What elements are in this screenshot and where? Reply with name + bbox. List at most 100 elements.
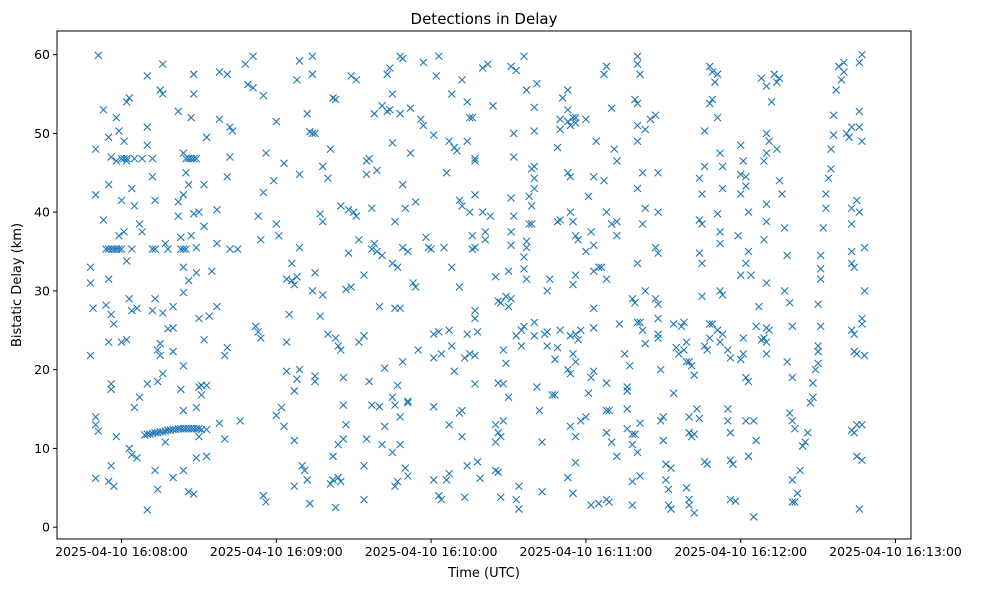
data-point bbox=[762, 217, 771, 226]
data-point bbox=[151, 294, 159, 303]
data-point bbox=[847, 123, 856, 131]
data-point bbox=[120, 137, 128, 146]
data-point bbox=[471, 157, 479, 165]
data-point bbox=[654, 330, 663, 339]
data-point bbox=[200, 222, 208, 231]
data-point bbox=[331, 95, 340, 104]
data-point bbox=[213, 239, 221, 248]
data-point bbox=[656, 365, 665, 374]
data-point bbox=[471, 306, 479, 315]
data-point bbox=[517, 326, 526, 335]
data-point bbox=[646, 115, 655, 124]
data-point bbox=[522, 237, 531, 246]
data-point bbox=[716, 338, 724, 346]
data-point bbox=[202, 425, 211, 434]
data-point bbox=[192, 243, 201, 252]
data-point bbox=[391, 401, 399, 409]
data-point bbox=[169, 302, 177, 311]
data-point bbox=[143, 72, 152, 80]
data-point bbox=[612, 157, 621, 165]
data-point bbox=[615, 320, 624, 328]
data-point bbox=[334, 473, 343, 482]
data-point bbox=[305, 499, 314, 508]
data-point bbox=[285, 310, 294, 319]
x-tick-label: 2025-04-10 16:10:00 bbox=[365, 544, 498, 559]
data-point bbox=[522, 243, 531, 252]
data-point bbox=[705, 320, 714, 328]
data-point bbox=[280, 422, 288, 431]
data-point bbox=[473, 457, 482, 466]
data-point bbox=[685, 413, 694, 421]
data-point bbox=[628, 440, 637, 449]
data-point bbox=[566, 121, 575, 130]
data-point bbox=[169, 347, 177, 356]
data-point bbox=[726, 456, 735, 465]
data-point bbox=[127, 306, 136, 315]
data-point bbox=[187, 113, 196, 122]
data-point bbox=[597, 263, 606, 272]
data-point bbox=[520, 253, 528, 261]
data-point bbox=[569, 217, 577, 226]
data-point bbox=[563, 168, 572, 177]
data-point bbox=[584, 389, 593, 398]
data-point bbox=[592, 137, 601, 146]
data-point bbox=[179, 361, 188, 370]
data-point bbox=[143, 505, 152, 514]
data-point bbox=[249, 83, 257, 92]
data-point bbox=[612, 231, 621, 240]
data-point bbox=[148, 154, 157, 163]
data-point bbox=[677, 322, 686, 331]
chart-title: Detections in Delay bbox=[411, 10, 558, 28]
data-point bbox=[788, 322, 797, 331]
data-point bbox=[362, 435, 371, 443]
data-point bbox=[762, 149, 771, 157]
data-point bbox=[256, 235, 265, 244]
data-point bbox=[416, 115, 425, 124]
data-point bbox=[112, 432, 121, 441]
data-point bbox=[213, 302, 221, 311]
data-point bbox=[509, 212, 518, 220]
data-point bbox=[295, 243, 304, 252]
data-point bbox=[499, 379, 508, 388]
data-point bbox=[311, 268, 319, 277]
data-point bbox=[589, 172, 598, 181]
data-point bbox=[496, 298, 505, 307]
data-point bbox=[471, 379, 479, 388]
data-point bbox=[393, 381, 402, 390]
data-point bbox=[832, 86, 841, 94]
data-point bbox=[690, 430, 699, 439]
data-point bbox=[354, 235, 363, 244]
data-point bbox=[143, 141, 152, 150]
data-point bbox=[259, 188, 268, 197]
data-point bbox=[538, 438, 546, 447]
data-point bbox=[365, 377, 374, 386]
data-point bbox=[600, 176, 608, 185]
data-point bbox=[641, 339, 650, 348]
data-point bbox=[491, 420, 500, 429]
data-point bbox=[692, 405, 701, 413]
data-point bbox=[700, 162, 709, 171]
data-point bbox=[102, 245, 110, 254]
data-point bbox=[571, 330, 580, 339]
data-point bbox=[158, 309, 167, 317]
data-point bbox=[556, 115, 565, 124]
data-point bbox=[195, 432, 203, 441]
data-point bbox=[396, 413, 405, 421]
data-point bbox=[202, 133, 211, 142]
data-point bbox=[700, 127, 709, 135]
data-point bbox=[91, 190, 100, 199]
data-point bbox=[837, 75, 846, 84]
data-point bbox=[847, 220, 856, 228]
data-point bbox=[695, 249, 704, 257]
data-point bbox=[388, 259, 397, 268]
data-point bbox=[259, 91, 268, 100]
y-axis: 0 10 20 30 40 50 60 bbox=[34, 47, 57, 535]
data-point bbox=[507, 194, 515, 202]
data-point bbox=[855, 107, 864, 116]
data-point bbox=[403, 247, 412, 256]
data-point bbox=[700, 342, 709, 350]
data-point bbox=[765, 137, 773, 146]
data-point bbox=[507, 241, 515, 250]
data-point bbox=[115, 127, 123, 135]
data-point bbox=[860, 287, 869, 295]
